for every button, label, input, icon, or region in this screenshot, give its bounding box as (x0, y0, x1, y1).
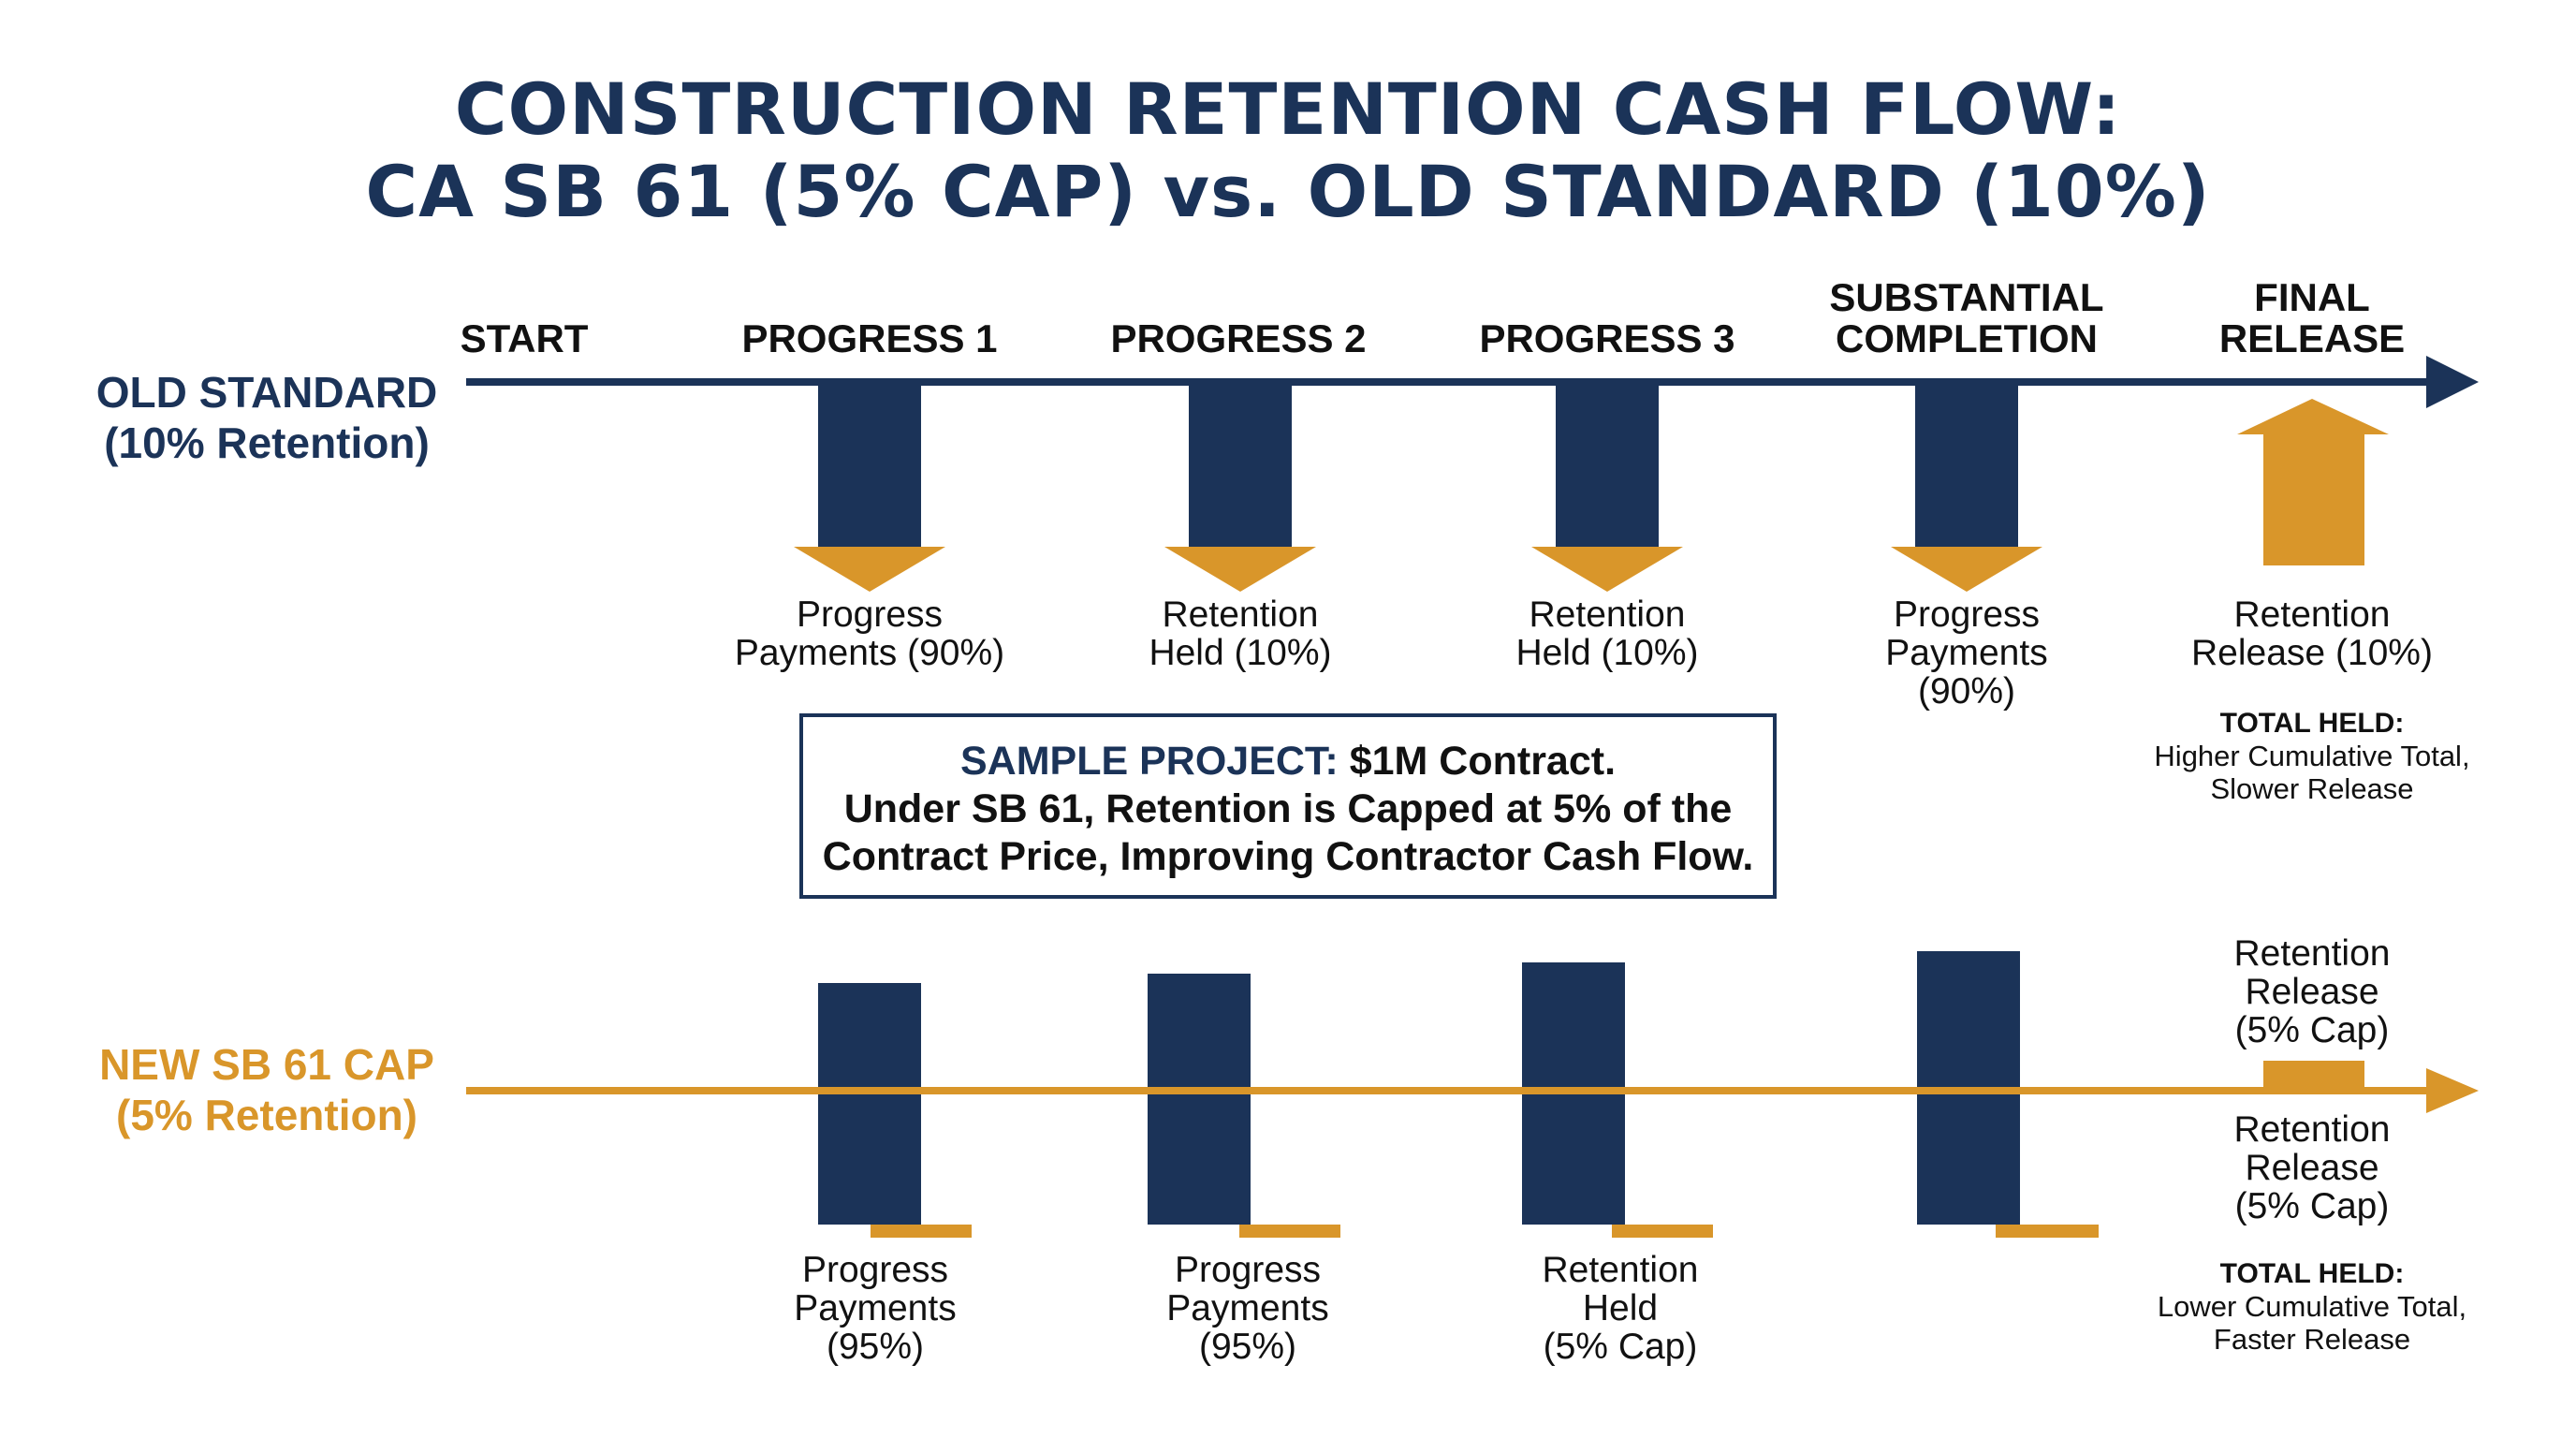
caption-line: (5% Cap) (2234, 1186, 2390, 1226)
caption-line: Progress (796, 594, 944, 635)
new-total-held: TOTAL HELD: Lower Cumulative Total, Fast… (2125, 1258, 2499, 1356)
caption-line: Retention (2233, 594, 2391, 635)
new-timeline-arrowhead (2426, 1068, 2479, 1113)
new-row-subtitle: (5% Retention) (116, 1091, 417, 1139)
caption-line: Release (2245, 1148, 2379, 1188)
old-total-line-2: Slower Release (2210, 772, 2414, 805)
new-release-label-above: Retention Release (5% Cap) (2125, 934, 2499, 1049)
old-caption-progress-3: Retention Held (10%) (1420, 595, 1794, 672)
old-down-arrow-substantial (1891, 547, 2042, 592)
new-row-title: NEW SB 61 CAP (99, 1040, 434, 1089)
title-line-1: CONSTRUCTION RETENTION CASH FLOW: (454, 67, 2122, 151)
new-caption-progress-2: Progress Payments (95%) (1061, 1251, 1435, 1366)
caption-line: (5% Cap) (2234, 1010, 2390, 1050)
note-line-3: Contract Price, Improving Contractor Cas… (822, 834, 1754, 879)
stage-progress-2: PROGRESS 2 (1098, 318, 1379, 360)
old-row-title: OLD STANDARD (95, 368, 438, 417)
stage-substantial-completion: SUBSTANTIAL COMPLETION (1803, 277, 2130, 360)
new-timeline-line (466, 1087, 2451, 1094)
stage-label-line2: PROGRESS 1 (741, 316, 998, 360)
old-total-line-1: Higher Cumulative Total, (2154, 740, 2470, 772)
caption-line: (90%) (1917, 671, 2016, 712)
old-caption-progress-1: Progress Payments (90%) (682, 595, 1057, 672)
old-bar-progress-1 (818, 382, 921, 547)
old-down-arrow-progress-3 (1531, 547, 1683, 592)
old-caption-progress-2: Retention Held (10%) (1053, 595, 1427, 672)
old-timeline-arrowhead (2426, 356, 2479, 408)
caption-line: Held (10%) (1149, 633, 1332, 673)
caption-line: (95%) (826, 1327, 925, 1367)
caption-line: Payments (1885, 633, 2048, 673)
stage-label-line2: PROGRESS 2 (1110, 316, 1367, 360)
caption-line: Held (1582, 1288, 1659, 1328)
caption-line: Retention (2233, 933, 2391, 974)
caption-line: Progress (801, 1250, 949, 1290)
stage-label-line1: FINAL (2254, 275, 2370, 319)
old-down-arrow-progress-2 (1164, 547, 1316, 592)
title-line-2: CA SB 61 (5% CAP) vs. OLD STANDARD (10%) (365, 150, 2211, 233)
new-caption-progress-3: Retention Held (5% Cap) (1433, 1251, 1808, 1366)
sample-project-note: SAMPLE PROJECT: $1M Contract. Under SB 6… (799, 713, 1777, 899)
stage-label-line2: PROGRESS 3 (1479, 316, 1735, 360)
new-retention-tick-1 (871, 1225, 972, 1238)
old-release-up-arrow (2237, 399, 2389, 565)
old-timeline-line (466, 378, 2451, 386)
caption-line: Retention (1542, 1250, 1699, 1290)
old-down-arrow-progress-1 (794, 547, 945, 592)
new-total-line-1: Lower Cumulative Total, (2157, 1290, 2467, 1323)
caption-line: Progress (1174, 1250, 1322, 1290)
stage-final-release: FINAL RELEASE (2172, 277, 2452, 360)
stage-label-line2: COMPLETION (1836, 316, 2098, 360)
new-total-line-2: Faster Release (2213, 1323, 2411, 1356)
caption-line: (95%) (1198, 1327, 1297, 1367)
new-total-heading: TOTAL HELD: (2219, 1258, 2405, 1289)
caption-line: Retention (1529, 594, 1686, 635)
note-line-2: Under SB 61, Retention is Capped at 5% o… (843, 786, 1733, 831)
caption-line: Held (10%) (1515, 633, 1699, 673)
caption-line: Payments (794, 1288, 957, 1328)
stage-label-line1: SUBSTANTIAL (1829, 275, 2104, 319)
caption-line: Release (10%) (2191, 633, 2433, 673)
old-row-subtitle: (10% Retention) (104, 418, 430, 467)
stage-start: START (431, 318, 618, 360)
new-bar-progress-2 (1148, 974, 1251, 1225)
new-bar-progress-1 (818, 983, 921, 1225)
stage-label-line2: START (460, 316, 589, 360)
caption-line: (5% Cap) (1543, 1327, 1698, 1367)
old-bar-progress-3 (1556, 382, 1659, 547)
caption-line: Payments (1166, 1288, 1329, 1328)
caption-line: Release (2245, 972, 2379, 1012)
stage-progress-3: PROGRESS 3 (1467, 318, 1748, 360)
new-retention-tick-3 (1612, 1225, 1713, 1238)
stage-label-line2: RELEASE (2218, 316, 2406, 360)
new-retention-tick-2 (1239, 1225, 1340, 1238)
new-release-label-below: Retention Release (5% Cap) (2125, 1110, 2499, 1225)
caption-line: Retention (2233, 1109, 2391, 1150)
old-total-held: TOTAL HELD: Higher Cumulative Total, Slo… (2125, 708, 2499, 805)
new-release-block (2263, 1061, 2364, 1089)
note-line-1: SAMPLE PROJECT: $1M Contract. (803, 738, 1773, 785)
note-amount: $1M Contract. (1338, 739, 1617, 784)
old-caption-release: Retention Release (10%) (2125, 595, 2499, 672)
new-row-label: NEW SB 61 CAP (5% Retention) (37, 1039, 496, 1140)
caption-line: Payments (90%) (734, 633, 1005, 673)
old-bar-substantial (1915, 382, 2018, 547)
new-retention-tick-4 (1996, 1225, 2099, 1238)
stage-progress-1: PROGRESS 1 (729, 318, 1010, 360)
new-caption-progress-1: Progress Payments (95%) (688, 1251, 1062, 1366)
caption-line: Retention (1162, 594, 1319, 635)
old-caption-substantial: Progress Payments (90%) (1779, 595, 2154, 711)
old-bar-progress-2 (1189, 382, 1292, 547)
old-row-label: OLD STANDARD (10% Retention) (37, 367, 496, 468)
old-total-heading: TOTAL HELD: (2219, 708, 2405, 739)
caption-line: Progress (1893, 594, 2041, 635)
note-highlight: SAMPLE PROJECT: (959, 739, 1339, 784)
